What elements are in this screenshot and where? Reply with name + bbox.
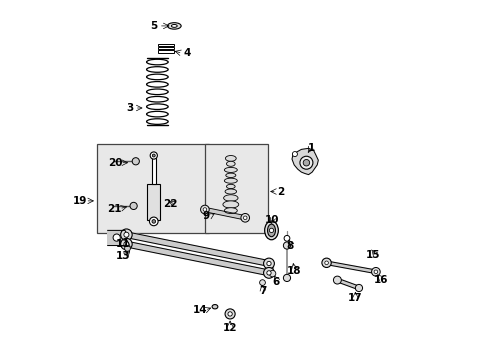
Polygon shape [204,207,245,220]
Circle shape [371,267,380,276]
Text: 8: 8 [286,240,293,251]
Circle shape [266,271,270,275]
Text: 15: 15 [366,250,380,260]
Circle shape [284,235,289,241]
Circle shape [152,220,155,223]
Circle shape [292,152,297,157]
Circle shape [263,258,274,269]
Bar [151,158,156,184]
Circle shape [324,261,328,265]
Ellipse shape [224,189,236,194]
Circle shape [355,284,362,292]
Text: 17: 17 [347,293,362,303]
Circle shape [333,276,341,284]
Bar [158,44,173,46]
Circle shape [241,213,249,222]
Text: 1: 1 [307,143,314,153]
Polygon shape [125,241,269,276]
Circle shape [283,274,290,282]
Ellipse shape [225,156,236,161]
Text: 14: 14 [192,305,207,315]
Polygon shape [336,278,359,290]
Text: 18: 18 [286,266,301,276]
Text: 11: 11 [115,239,130,249]
Circle shape [124,246,130,251]
Circle shape [243,216,246,220]
Ellipse shape [224,208,237,213]
Circle shape [149,217,158,226]
Polygon shape [325,261,375,274]
Circle shape [224,309,235,319]
Polygon shape [291,148,318,175]
Circle shape [113,234,120,241]
Text: 21: 21 [107,204,121,214]
Text: 4: 4 [183,48,191,58]
Circle shape [269,270,275,277]
Ellipse shape [264,221,278,240]
Ellipse shape [267,224,275,237]
Ellipse shape [224,167,237,172]
Text: 22: 22 [163,199,178,210]
Ellipse shape [167,23,181,29]
Circle shape [303,159,309,166]
Text: 16: 16 [372,275,387,285]
Ellipse shape [171,24,177,27]
Circle shape [121,238,132,250]
Text: 10: 10 [264,215,279,225]
Text: 5: 5 [150,21,157,31]
Ellipse shape [225,173,235,177]
Text: 12: 12 [223,323,237,333]
Ellipse shape [226,161,235,166]
Text: 9: 9 [202,211,209,221]
Bar [204,144,267,233]
Circle shape [132,158,139,165]
Polygon shape [125,232,269,266]
Circle shape [266,261,270,266]
Bar [158,50,173,53]
Circle shape [123,242,129,247]
Bar [147,184,160,220]
Circle shape [259,280,265,285]
Ellipse shape [223,201,238,208]
Ellipse shape [223,195,238,201]
Bar [158,47,173,49]
Circle shape [130,202,137,210]
Circle shape [150,152,157,159]
Ellipse shape [224,178,237,183]
Circle shape [123,232,129,237]
Circle shape [203,208,206,211]
Polygon shape [107,230,127,246]
Circle shape [263,267,274,278]
Ellipse shape [226,184,235,189]
Text: 20: 20 [108,158,122,168]
Bar [97,144,208,233]
Circle shape [121,229,132,240]
Ellipse shape [212,305,218,309]
Circle shape [283,242,290,249]
Circle shape [321,258,330,267]
Text: 7: 7 [258,286,265,296]
Circle shape [200,205,209,214]
Circle shape [373,270,377,274]
Text: 13: 13 [115,251,130,261]
Circle shape [269,228,273,233]
Circle shape [299,156,312,169]
Text: 3: 3 [126,103,133,113]
Text: 6: 6 [272,276,279,287]
Text: 19: 19 [72,196,87,206]
Circle shape [227,312,232,316]
Text: 2: 2 [276,186,284,197]
Circle shape [152,154,155,157]
